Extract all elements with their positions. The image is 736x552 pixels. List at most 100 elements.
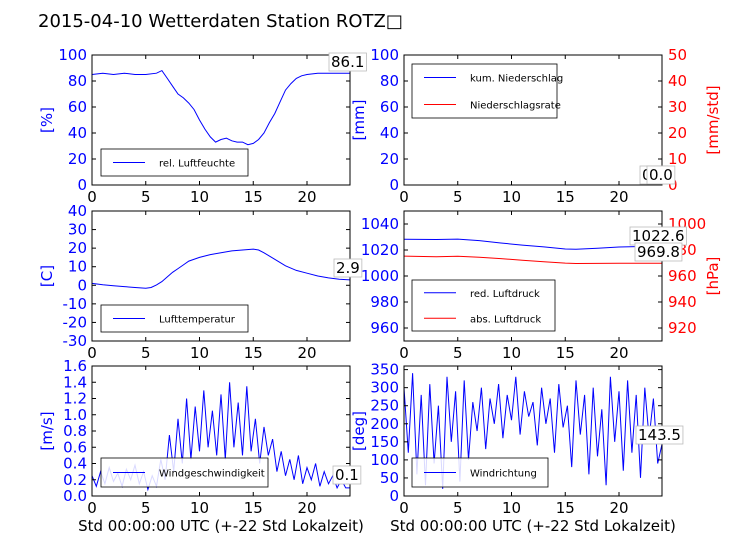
legend-label: Windgeschwindigkeit [159,469,265,480]
series-line-red-luftdruck [403,238,662,250]
x-tick-label: 5 [141,188,151,206]
y-tick-label-right: 20 [668,124,687,142]
x-tick-label: 20 [297,188,316,206]
legend-label: rel. Luftfeuchte [159,159,235,170]
value-annotation: 969.8 [637,243,680,261]
y-tick-label-right: 50 [668,46,687,64]
x-tick-label: 15 [244,344,263,362]
x-tick-label: 15 [556,188,575,206]
y-tick-label-right: 10 [668,150,687,168]
value-annotation-box [328,52,367,72]
x-tick-label: 0 [399,188,409,206]
y-tick-label-right: 920 [668,319,697,337]
y-tick-label-right: 940 [668,293,697,311]
y-tick-label: -30 [63,332,88,350]
x-tick-label: 5 [141,499,151,517]
series-line-lufttemperatur [91,248,351,289]
plot-frame [91,54,351,186]
value-annotation: 0.1 [335,466,359,484]
y-tick-label: 0 [77,176,87,194]
value-annotation-box [634,242,683,262]
y-tick-label: 0 [389,487,399,505]
y-tick-label: 0.6 [63,438,87,456]
value-annotation-box [646,165,676,185]
x-tick-label: 10 [502,188,521,206]
y-tick-label: 80 [68,72,87,90]
legend-label: Niederschlagsrate [470,101,561,112]
legend-label: red. Luftdruck [470,289,540,300]
series-line-rel-luftfeuchte [91,69,350,146]
value-annotation: 86.1 [331,53,364,71]
y-tick-label: 1.6 [63,357,87,375]
x-tick-label: 5 [453,188,463,206]
y-tick-label: 1.4 [63,373,87,391]
x-tick-label: 20 [297,344,316,362]
y-tick-label: 1.2 [63,390,87,408]
series-line-windrichtung [403,373,663,489]
x-tick-label: 10 [190,344,209,362]
y-tick-label: 1000 [361,267,399,285]
x-tick-label: 15 [556,344,575,362]
y-tick-label: 40 [68,124,87,142]
panel-top-right: 0 5 10 15 20 0 20 40 60 80 100 0 10 20 30 40 50 [mm] [mm/s… [350,46,722,206]
x-tick-label: 0 [87,344,97,362]
y-tick-label: 150 [370,433,399,451]
figure-title: 2015-04-10 Wetterdaten Station ROTZ□ [38,11,403,32]
y-tick-label: 350 [370,361,399,379]
legend-label: Windrichtung [470,469,537,480]
y-tick-label: 60 [380,98,399,116]
y-tick-label: 0.2 [63,471,87,489]
panel-middle-left: 0 5 10 15 20-30-20-10010203040[C]Lufttempera… [38,202,363,362]
x-tick-label: 0 [399,499,409,517]
y-tick-label: 20 [68,239,87,257]
value-annotation: 0.0 [649,166,673,184]
y-tick-label: 30 [68,221,87,239]
x-tick-label: 5 [453,344,463,362]
x-tick-label: 20 [297,499,316,517]
y-tick-label: 20 [380,150,399,168]
legend-box [411,63,558,119]
x-tick-label: 15 [244,499,263,517]
y-tick-label-right: 30 [668,98,687,116]
y-axis-label-right: [mm/std] [704,85,722,154]
y-axis-label: [deg] [350,411,368,451]
y-axis-label: [C] [38,265,56,287]
value-annotation: 2.9 [336,259,360,277]
series-line-abs-luftdruck [403,255,662,265]
y-tick-label: 960 [370,319,399,337]
y-tick-label: 0.0 [63,487,87,505]
x-tick-label: 20 [609,188,628,206]
x-axis-label: Std 00:00:00 UTC (+-22 Std Lokalzeit) [78,517,364,535]
value-annotation: 143.5 [638,426,681,444]
legend-label: Lufttemperatur [159,315,236,326]
x-tick-label: 10 [502,344,521,362]
y-tick-label: 300 [370,379,399,397]
x-tick-label: 0 [87,188,97,206]
x-tick-label: 15 [244,188,263,206]
y-tick-label: 40 [380,124,399,142]
y-tick-label: 10 [68,258,87,276]
y-tick-label: 100 [370,46,399,64]
y-tick-label: 1020 [361,241,399,259]
x-axis-label: Std 00:00:00 UTC (+-22 Std Lokalzeit) [390,517,676,535]
y-tick-label: 200 [370,415,399,433]
x-tick-label: 5 [141,344,151,362]
x-tick-label: 20 [609,499,628,517]
x-tick-label: 5 [453,499,463,517]
x-tick-label: 10 [190,499,209,517]
y-tick-label: 50 [380,469,399,487]
value-annotation-box [332,465,362,485]
y-tick-label: 60 [68,98,87,116]
panel-middle-right: 0510152096098010001020104092094096098010… [361,210,722,362]
y-tick-label: 0 [77,276,87,294]
plot-frame [403,54,663,186]
x-tick-label: 10 [502,499,521,517]
y-tick-label: 20 [68,150,87,168]
x-tick-label: 10 [190,188,209,206]
y-tick-label: 0.4 [63,455,87,473]
y-tick-label: 1.0 [63,406,87,424]
y-axis-label: [mm] [350,100,368,141]
y-tick-label: 980 [370,293,399,311]
y-tick-label: 100 [370,451,399,469]
